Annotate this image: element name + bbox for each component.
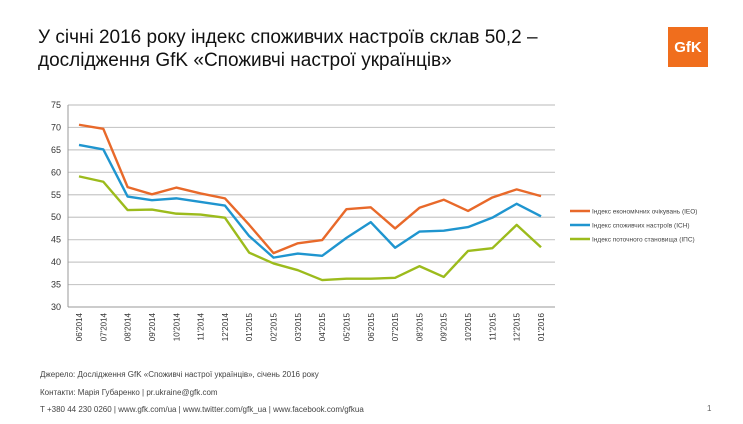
x-tick-label: 06'2014 [75,312,84,341]
gfk-logo: GfK [668,27,708,67]
x-tick-label: 07'2015 [391,312,400,341]
x-tick-label: 01'2016 [537,312,546,341]
y-tick-label: 30 [51,302,61,312]
page-number: 1 [707,404,712,413]
x-tick-label: 09'2015 [440,312,449,341]
x-tick-label: 07'2014 [99,312,108,341]
x-tick-label: 06'2015 [367,312,376,341]
x-tick-label: 09'2014 [148,312,157,341]
y-tick-label: 45 [51,235,61,245]
y-tick-label: 75 [51,100,61,110]
legend-label: Індекс споживчих настроїв (ICH) [592,223,690,230]
slide-title: У січні 2016 року індекс споживчих настр… [38,26,638,72]
y-tick-label: 55 [51,190,61,200]
y-tick-label: 35 [51,280,61,290]
y-tick-label: 65 [51,145,61,155]
series-line-2 [78,175,542,282]
x-tick-label: 04'2015 [318,312,327,341]
x-tick-label: 08'2014 [124,312,133,341]
source-text: Джерело: Дослідження GfK «Споживчі настр… [40,370,319,379]
y-tick-label: 60 [51,167,61,177]
y-tick-label: 40 [51,257,61,267]
x-tick-label: 08'2015 [415,312,424,341]
x-tick-label: 02'2015 [270,312,279,341]
y-tick-label: 70 [51,122,61,132]
x-tick-label: 01'2015 [245,312,254,341]
x-tick-label: 12'2015 [513,312,522,341]
phone-links-text: T +380 44 230 0260 | www.gfk.com/ua | ww… [40,405,364,414]
title-line-1: У січні 2016 року індекс споживчих настр… [38,27,538,48]
x-tick-label: 12'2014 [221,312,230,341]
x-tick-label: 10'2014 [172,312,181,341]
x-tick-label: 05'2015 [342,312,351,341]
x-tick-label: 10'2015 [464,312,473,341]
series-line-1 [78,143,542,259]
x-tick-label: 11'2014 [197,312,206,340]
series-line-0 [78,123,542,255]
x-tick-label: 03'2015 [294,312,303,341]
legend-label: Індекс економічних очікувань (IEO) [592,208,697,216]
title-line-2: дослідження GfK «Споживчі настрої україн… [38,50,452,71]
contacts-text: Контакти: Марія Губаренко | pr.ukraine@g… [40,388,218,397]
x-tick-label: 11'2015 [488,312,497,340]
legend-label: Індекс поточного становища (ІПС) [592,237,695,244]
y-tick-label: 50 [51,212,61,222]
